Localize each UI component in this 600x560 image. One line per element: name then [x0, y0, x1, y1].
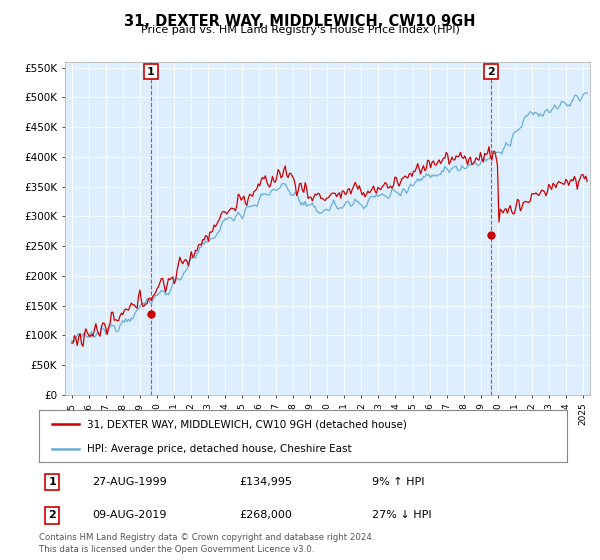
Text: 31, DEXTER WAY, MIDDLEWICH, CW10 9GH (detached house): 31, DEXTER WAY, MIDDLEWICH, CW10 9GH (de… [86, 419, 406, 430]
Text: 27% ↓ HPI: 27% ↓ HPI [371, 510, 431, 520]
Text: 27-AUG-1999: 27-AUG-1999 [92, 477, 167, 487]
Text: 1: 1 [49, 477, 56, 487]
Text: 31, DEXTER WAY, MIDDLEWICH, CW10 9GH: 31, DEXTER WAY, MIDDLEWICH, CW10 9GH [124, 14, 476, 29]
Text: HPI: Average price, detached house, Cheshire East: HPI: Average price, detached house, Ches… [86, 444, 351, 454]
Text: 1: 1 [147, 67, 155, 77]
Text: £134,995: £134,995 [239, 477, 293, 487]
Text: 2: 2 [487, 67, 495, 77]
Text: Contains HM Land Registry data © Crown copyright and database right 2024.
This d: Contains HM Land Registry data © Crown c… [39, 533, 374, 554]
Text: 09-AUG-2019: 09-AUG-2019 [92, 510, 166, 520]
Text: 2: 2 [49, 510, 56, 520]
Text: Price paid vs. HM Land Registry's House Price Index (HPI): Price paid vs. HM Land Registry's House … [140, 25, 460, 35]
Text: £268,000: £268,000 [239, 510, 293, 520]
Text: 9% ↑ HPI: 9% ↑ HPI [371, 477, 424, 487]
